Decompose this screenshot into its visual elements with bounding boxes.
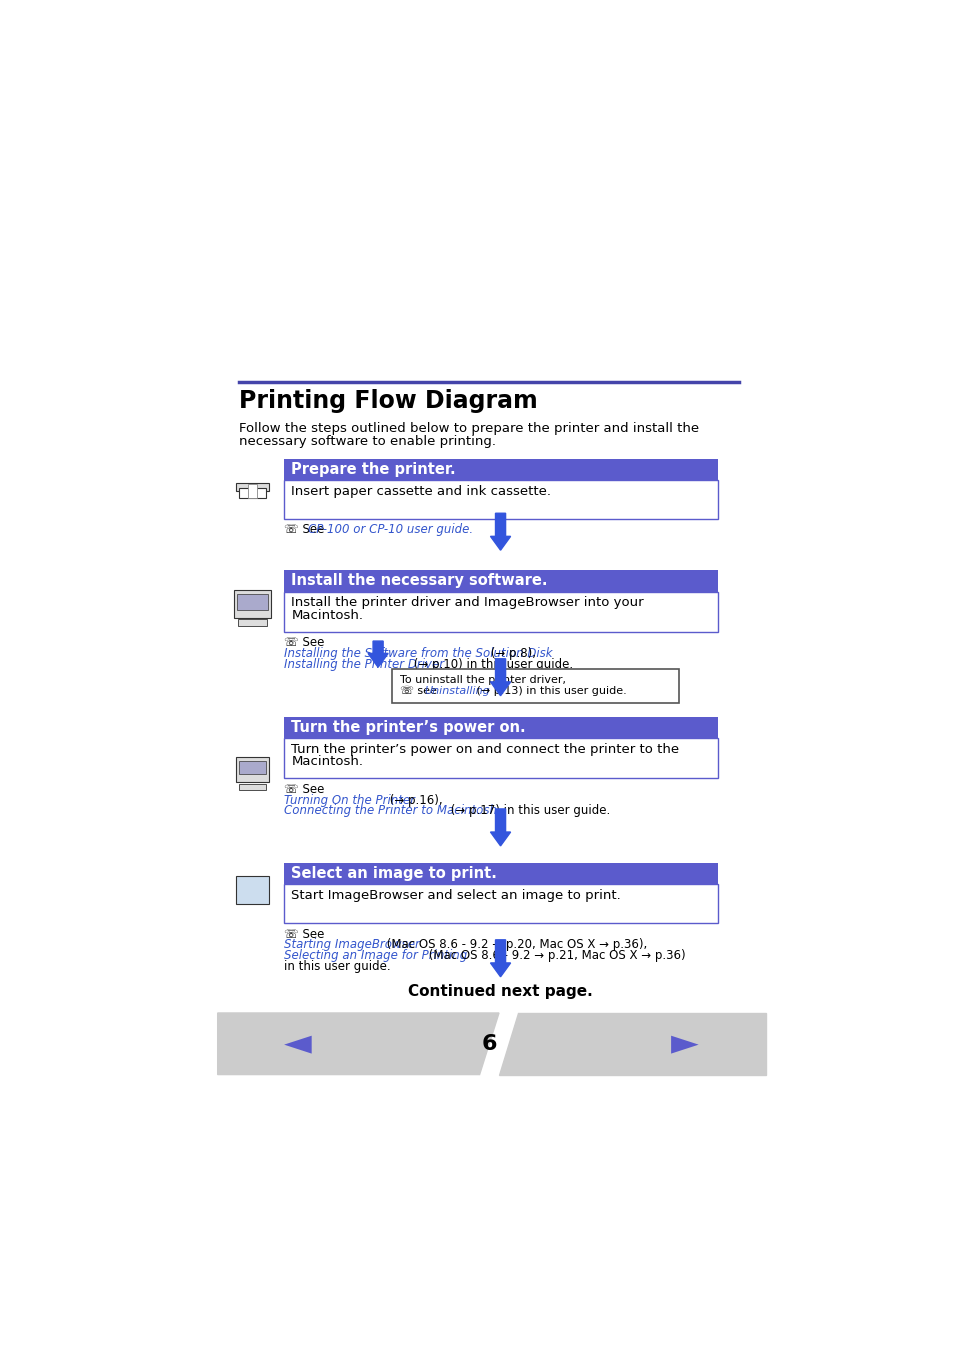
Text: To uninstall the printer driver,: To uninstall the printer driver, [399,676,565,685]
Text: ☏ See: ☏ See [283,782,324,796]
Text: (→ p.13) in this user guide.: (→ p.13) in this user guide. [473,686,626,696]
Bar [283,885,717,923]
Bar [236,484,269,490]
Text: (→ p.16),: (→ p.16), [385,793,442,807]
Text: ►: ► [670,1027,699,1061]
Text: (→ p.10) in this user guide.: (→ p.10) in this user guide. [410,658,573,671]
Bar [236,875,269,904]
Bar [283,570,717,592]
Text: ☏ see: ☏ see [399,686,439,696]
Text: ☏ See: ☏ See [283,636,324,650]
Text: Install the necessary software.: Install the necessary software. [291,574,547,589]
Text: Macintosh.: Macintosh. [291,609,363,621]
Text: ◄: ◄ [283,1027,311,1061]
Text: Selecting an Image for Printing: Selecting an Image for Printing [283,948,466,962]
Bar [283,592,717,632]
Polygon shape [490,659,510,696]
Text: Connecting the Printer to Macintosh: Connecting the Printer to Macintosh [283,804,496,817]
Text: Turn the printer’s power on.: Turn the printer’s power on. [291,720,525,735]
Text: (→ p.17) in this user guide.: (→ p.17) in this user guide. [447,804,610,817]
Text: Insert paper cassette and ink cassette.: Insert paper cassette and ink cassette. [291,485,551,497]
Text: ☏ See: ☏ See [283,928,324,940]
Text: Installing the Printer Driver: Installing the Printer Driver [283,658,443,671]
Text: Prepare the printer.: Prepare the printer. [291,462,456,477]
Bar [283,480,717,519]
Bar [239,488,265,499]
Text: Printing Flow Diagram: Printing Flow Diagram [239,389,537,413]
Polygon shape [498,1013,765,1074]
Text: Starting ImageBrowser: Starting ImageBrowser [283,939,419,951]
Bar [233,590,271,617]
Bar [283,863,717,885]
Bar [237,620,267,626]
Text: Macintosh.: Macintosh. [291,755,363,767]
Bar [283,738,717,778]
Text: Turning On the Printer: Turning On the Printer [283,793,415,807]
Bar [239,784,266,790]
Polygon shape [490,513,510,550]
Bar [119,1013,858,1097]
Polygon shape [368,642,388,667]
Text: Uninstalling: Uninstalling [424,686,490,696]
Text: (Mac OS 8.6 - 9.2 → p.21, Mac OS X → p.36): (Mac OS 8.6 - 9.2 → p.21, Mac OS X → p.3… [424,948,684,962]
Text: 6: 6 [481,1034,497,1054]
Text: necessary software to enable printing.: necessary software to enable printing. [239,435,496,447]
Text: Continued next page.: Continued next page. [408,985,593,1000]
Text: in this user guide.: in this user guide. [283,959,390,973]
Polygon shape [490,809,510,846]
Bar [236,594,268,611]
Text: (Mac OS 8.6 - 9.2 → p.20, Mac OS X → p.36),: (Mac OS 8.6 - 9.2 → p.20, Mac OS X → p.3… [382,939,646,951]
Bar [238,761,266,774]
Text: Start ImageBrowser and select an image to print.: Start ImageBrowser and select an image t… [291,889,620,902]
Text: ☏ See: ☏ See [283,523,327,536]
Bar [283,716,717,738]
Text: Follow the steps outlined below to prepare the printer and install the: Follow the steps outlined below to prepa… [239,423,699,435]
Text: (→ p.8),: (→ p.8), [486,647,535,661]
Text: Select an image to print.: Select an image to print. [291,866,497,881]
Text: CP-100 or CP-10 user guide.: CP-100 or CP-10 user guide. [308,523,473,536]
Text: Turn the printer’s power on and connect the printer to the: Turn the printer’s power on and connect … [291,743,679,755]
Bar [392,669,679,703]
Polygon shape [490,940,510,977]
Polygon shape [217,1013,498,1074]
Text: Install the printer driver and ImageBrowser into your: Install the printer driver and ImageBrow… [291,596,643,609]
Bar [283,458,717,480]
Text: Installing the Software from the Solution Disk: Installing the Software from the Solutio… [283,647,552,661]
Bar [235,757,269,782]
Bar [248,484,257,497]
